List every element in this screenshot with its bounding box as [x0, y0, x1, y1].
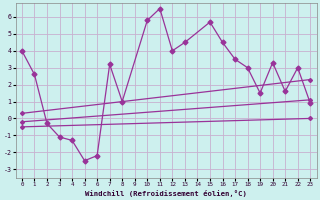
X-axis label: Windchill (Refroidissement éolien,°C): Windchill (Refroidissement éolien,°C): [85, 190, 247, 197]
